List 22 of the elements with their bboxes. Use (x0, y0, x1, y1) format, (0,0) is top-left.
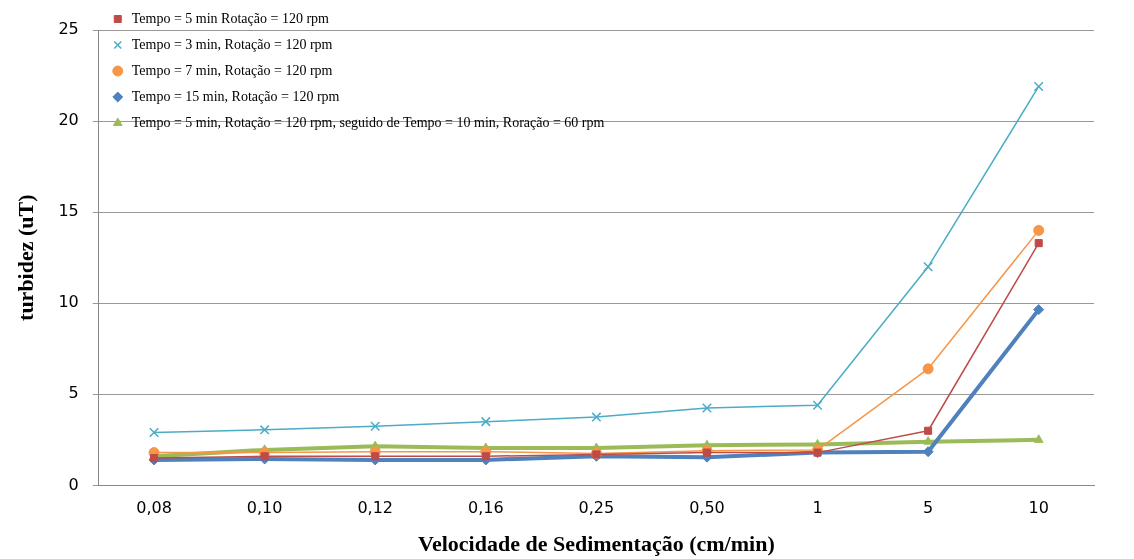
y-tick-label: 20 (58, 110, 79, 130)
x-tick-label: 5 (923, 498, 934, 518)
legend-label: Tempo = 5 min, Rotação = 120 rpm, seguido de Tempo = 10 min, Roração = 60 rpm (131, 114, 605, 130)
x-tick-label: 0,16 (467, 498, 504, 518)
y-axis-title: turbidez (uT) (12, 194, 38, 321)
y-tick-label: 25 (58, 19, 79, 39)
y-tick-label: 10 (58, 292, 79, 312)
x-axis-title: Velocidade de Sedimentação (cm/min) (418, 531, 775, 557)
y-tick-label: 15 (58, 201, 79, 221)
legend-label: Tempo = 3 min, Rotação = 120 rpm (131, 36, 333, 52)
x-tick-label: 0,50 (689, 498, 725, 518)
legend-label: Tempo = 15 min, Rotação = 120 rpm (131, 88, 340, 104)
legend-label: Tempo = 5 min Rotação = 120 rpm (131, 10, 330, 26)
y-tick-label: 0 (68, 474, 79, 494)
x-tick-label: 1 (812, 498, 823, 518)
x-tick-label: 0,12 (357, 498, 394, 518)
y-tick-label: 5 (68, 383, 79, 403)
x-tick-label: 0,10 (246, 498, 283, 518)
x-tick-label: 0,08 (136, 498, 172, 518)
x-tick-label: 0,25 (578, 498, 615, 518)
legend-label: Tempo = 7 min, Rotação = 120 rpm (131, 62, 333, 78)
x-tick-label: 10 (1028, 498, 1049, 518)
